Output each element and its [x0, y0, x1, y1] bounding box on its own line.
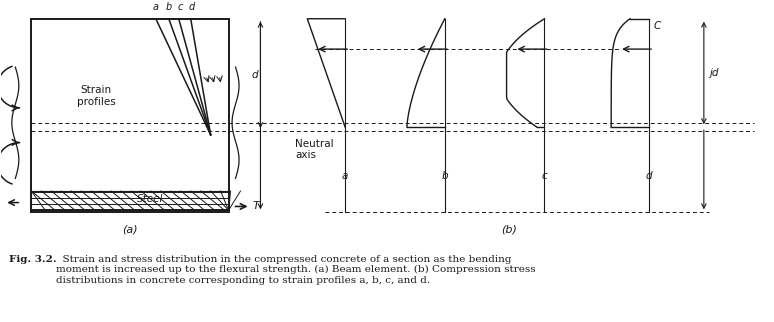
Text: (a): (a) [122, 225, 138, 235]
Text: d: d [189, 2, 195, 12]
Text: jd: jd [709, 68, 718, 78]
Text: Strain
profiles: Strain profiles [77, 85, 115, 107]
Text: d: d [252, 70, 258, 80]
Bar [31, 191, 228, 210]
Text: b: b [441, 171, 448, 182]
Text: b: b [166, 2, 172, 12]
Text: Neutral
axis: Neutral axis [296, 138, 334, 160]
Text: c: c [542, 171, 547, 182]
Text: a: a [152, 2, 159, 12]
Bar [31, 19, 228, 212]
Text: (b): (b) [502, 225, 518, 235]
Text: C: C [654, 21, 661, 31]
Text: Strain and stress distribution in the compressed concrete of a section as the be: Strain and stress distribution in the co… [57, 255, 536, 285]
Text: c: c [177, 2, 183, 12]
Text: Steel: Steel [137, 194, 163, 204]
Text: a: a [342, 171, 348, 182]
Text: d: d [646, 171, 652, 182]
Text: T: T [252, 202, 259, 212]
Text: Fig. 3.2.: Fig. 3.2. [9, 255, 57, 264]
